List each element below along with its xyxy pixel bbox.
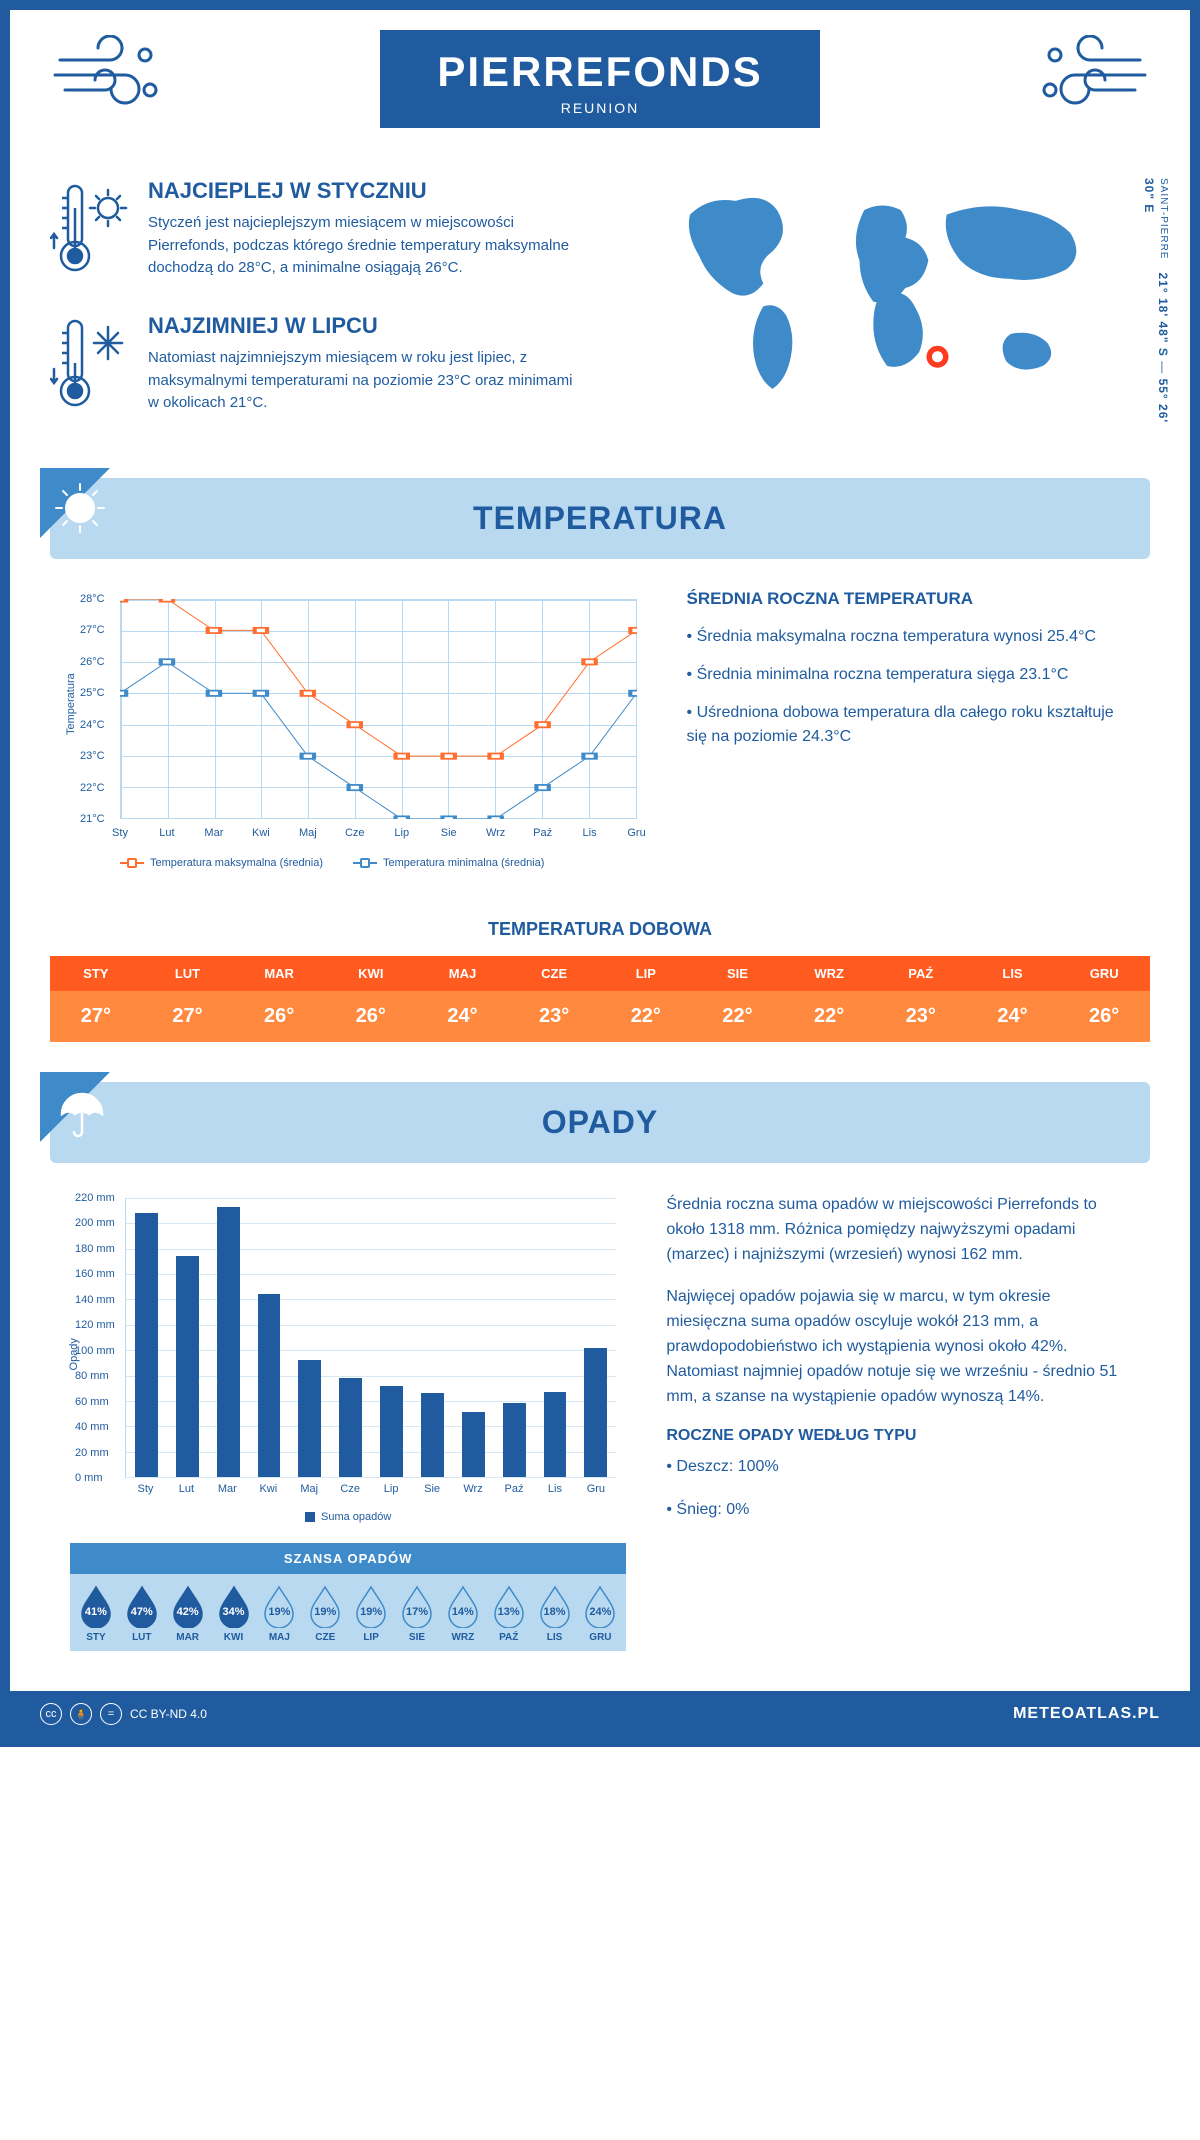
coord-place: SAINT-PIERRE xyxy=(1158,178,1169,259)
daily-temp-title: TEMPERATURA DOBOWA xyxy=(10,919,1190,940)
warmest-text: Styczeń jest najcieplejszym miesiącem w … xyxy=(148,212,585,280)
brand: METEOATLAS.PL xyxy=(1013,1705,1160,1723)
chart-legend: Temperatura maksymalna (średnia) Tempera… xyxy=(120,857,637,869)
precip-notes: Średnia roczna suma opadów w miejscowośc… xyxy=(666,1193,1130,1651)
chance-title: SZANSA OPADÓW xyxy=(70,1543,626,1574)
coldest-title: NAJZIMNIEJ W LIPCU xyxy=(148,313,585,339)
notes-title: ŚREDNIA ROCZNA TEMPERATURA xyxy=(687,589,1130,609)
raindrop-icon: 18% xyxy=(537,1584,573,1628)
coldest-fact: NAJZIMNIEJ W LIPCU Natomiast najzimniejs… xyxy=(50,313,585,418)
page-title: PIERREFONDS xyxy=(380,48,820,96)
page-subtitle: REUNION xyxy=(380,100,820,116)
sun-icon xyxy=(40,468,130,558)
temperature-notes: ŚREDNIA ROCZNA TEMPERATURA • Średnia mak… xyxy=(687,589,1130,869)
wind-icon xyxy=(1030,35,1150,120)
raindrop-icon: 24% xyxy=(582,1584,618,1628)
warmest-fact: NAJCIEPLEJ W STYCZNIU Styczeń jest najci… xyxy=(50,178,585,283)
license-text: CC BY-ND 4.0 xyxy=(130,1707,207,1721)
precip-section-header: OPADY xyxy=(50,1082,1150,1163)
precip-types-title: ROCZNE OPADY WEDŁUG TYPU xyxy=(666,1427,1130,1445)
nd-icon: = xyxy=(100,1703,122,1725)
raindrop-icon: 34% xyxy=(216,1584,252,1628)
wind-icon xyxy=(50,35,170,120)
umbrella-icon xyxy=(40,1072,130,1162)
cc-icon: cc xyxy=(40,1703,62,1725)
temperature-title: TEMPERATURA xyxy=(80,500,1120,537)
thermometer-snow-icon xyxy=(50,313,130,418)
warmest-title: NAJCIEPLEJ W STYCZNIU xyxy=(148,178,585,204)
raindrop-icon: 14% xyxy=(445,1584,481,1628)
footer: cc 🧍 = CC BY-ND 4.0 METEOATLAS.PL xyxy=(10,1691,1190,1737)
world-map xyxy=(615,178,1150,403)
chance-table: SZANSA OPADÓW 41%STY47%LUT42%MAR34%KWI19… xyxy=(70,1543,626,1651)
raindrop-icon: 42% xyxy=(170,1584,206,1628)
temperature-line-chart: Temperatura Temperatura maksymalna (śred… xyxy=(70,589,647,869)
chart-ylabel: Temperatura xyxy=(65,673,77,735)
raindrop-icon: 19% xyxy=(261,1584,297,1628)
daily-temp-table: STYLUTMARKWIMAJCZELIPSIEWRZPAŹLISGRU27°2… xyxy=(50,956,1150,1042)
raindrop-icon: 13% xyxy=(491,1584,527,1628)
precip-bar-chart: Opady Suma opadów 0 mm20 mm40 mm60 mm80 … xyxy=(70,1193,626,1523)
coordinates: SAINT-PIERRE 21° 18' 48" S — 55° 26' 30"… xyxy=(1142,178,1170,448)
raindrop-icon: 47% xyxy=(124,1584,160,1628)
raindrop-icon: 19% xyxy=(307,1584,343,1628)
coldest-text: Natomiast najzimniejszym miesiącem w rok… xyxy=(148,347,585,415)
summary-row: NAJCIEPLEJ W STYCZNIU Styczeń jest najci… xyxy=(10,158,1190,478)
raindrop-icon: 41% xyxy=(78,1584,114,1628)
title-banner: PIERREFONDS REUNION xyxy=(380,30,820,128)
precip-title: OPADY xyxy=(80,1104,1120,1141)
temperature-section-header: TEMPERATURA xyxy=(50,478,1150,559)
by-icon: 🧍 xyxy=(70,1703,92,1725)
raindrop-icon: 17% xyxy=(399,1584,435,1628)
coord-lat: 21° 18' 48" S xyxy=(1156,272,1170,356)
thermometer-sun-icon xyxy=(50,178,130,283)
bar-legend: Suma opadów xyxy=(70,1511,626,1523)
raindrop-icon: 19% xyxy=(353,1584,389,1628)
header: PIERREFONDS REUNION xyxy=(10,10,1190,158)
